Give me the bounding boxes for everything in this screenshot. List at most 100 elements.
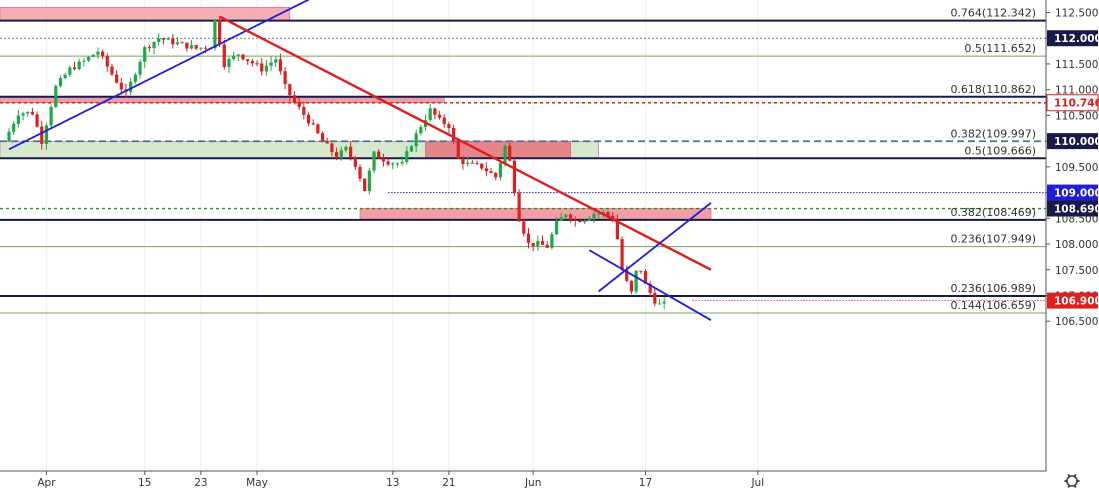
candle-body-95 <box>452 128 456 141</box>
price-tag-box-5 <box>1047 292 1098 309</box>
y-tick-label-4: 110.500 <box>1055 110 1098 122</box>
candle-body-119 <box>564 214 568 218</box>
candle-body-133 <box>629 280 634 292</box>
x-tick-label-3: May <box>246 477 268 489</box>
candle-body-53 <box>255 63 259 65</box>
candle-body-66 <box>316 124 320 134</box>
price-tag-2: 110.000 <box>1047 133 1099 150</box>
candle-body-116 <box>550 234 554 248</box>
y-tick-label-12: 106.500 <box>1055 316 1098 328</box>
candle-body-26 <box>129 81 133 92</box>
candle-body-63 <box>302 106 306 115</box>
price-tag-1: 110.746 <box>1046 94 1099 112</box>
candle-body-49 <box>236 54 240 56</box>
candle-body-8 <box>44 125 49 144</box>
candle-body-134 <box>634 270 638 292</box>
candle-body-19 <box>96 51 100 55</box>
candle-body-128 <box>606 212 610 216</box>
candle-body-136 <box>643 271 648 284</box>
fib-label-7: 0.236(106.989) <box>950 282 1036 295</box>
settings-gear-icon <box>1064 474 1080 488</box>
candle-body-96 <box>456 140 460 159</box>
candle-body-114 <box>540 240 545 245</box>
price-tag-0: 112.000 <box>1047 30 1099 47</box>
candle-body-32 <box>157 38 161 43</box>
candle-body-100 <box>475 162 479 164</box>
candle-body-84 <box>400 161 404 164</box>
candle-body-83 <box>395 163 400 165</box>
y-tick-label-9: 108.000 <box>1055 239 1098 251</box>
candle-body-9 <box>49 107 53 126</box>
fib-label-2: 0.618(110.862) <box>950 83 1036 96</box>
candle-body-41 <box>199 47 203 49</box>
candle-body-24 <box>119 82 123 90</box>
trend-layer <box>8 0 712 321</box>
candle-body-59 <box>283 71 287 85</box>
candle-body-111 <box>526 233 531 243</box>
price-tag-box-4 <box>1047 200 1098 217</box>
candle-body-57 <box>274 59 278 63</box>
fib-label-layer: 0.764(112.342) 0.5(111.652) 0.618(110.862)… <box>950 7 1036 312</box>
candle-body-78 <box>372 151 376 171</box>
candle-body-52 <box>250 61 254 64</box>
candle-body-39 <box>189 45 194 49</box>
candle-body-13 <box>68 67 72 75</box>
zone-box-4 <box>359 208 712 221</box>
candle-body-51 <box>246 59 250 62</box>
fib-label-5: 0.382(108.469) <box>950 206 1036 219</box>
candle-body-93 <box>442 117 446 125</box>
x-tick-label-8: Jul <box>750 477 764 489</box>
candle-body-103 <box>489 171 493 174</box>
candle-body-10 <box>54 86 58 108</box>
candle-body-48 <box>232 55 236 60</box>
gear-tooth-5 <box>1073 474 1077 478</box>
candle-body-122 <box>578 220 582 223</box>
candle-body-42 <box>203 47 208 49</box>
candle-body-65 <box>311 123 315 125</box>
candle-body-132 <box>625 269 629 281</box>
price-tag-box-2 <box>1047 133 1098 150</box>
candle-body-5 <box>30 111 34 115</box>
price-tag-label-5: 106.900 <box>1054 296 1099 308</box>
candle-body-99 <box>470 162 474 164</box>
candle-body-118 <box>559 217 563 221</box>
candle-body-85 <box>405 151 409 162</box>
candle-body-15 <box>77 61 81 70</box>
candle-body-90 <box>428 108 432 121</box>
candle-body-121 <box>573 219 577 221</box>
candle-body-140 <box>662 301 666 304</box>
candle-body-124 <box>587 218 591 221</box>
candle-body-115 <box>545 244 549 248</box>
candle-body-108 <box>512 160 517 194</box>
candle-body-123 <box>583 220 587 223</box>
candle-body-30 <box>147 47 151 49</box>
price-tag-box-3 <box>1047 184 1098 201</box>
level-layer <box>0 19 1046 314</box>
candle-body-135 <box>639 270 643 272</box>
candle-body-107 <box>508 145 512 161</box>
candle-body-12 <box>63 74 67 79</box>
candle-body-28 <box>138 61 142 75</box>
candle-body-98 <box>466 162 470 164</box>
candle-body-131 <box>620 239 624 270</box>
candle-body-33 <box>161 38 166 40</box>
candle-body-16 <box>82 60 86 62</box>
candle-body-27 <box>133 74 137 82</box>
candle-body-69 <box>330 143 334 153</box>
candle-body-88 <box>419 127 423 134</box>
candle-body-113 <box>536 240 540 247</box>
candle-body-38 <box>185 42 189 49</box>
candle-body-14 <box>72 67 77 70</box>
fib-label-6: 0.236(107.949) <box>950 233 1036 246</box>
candle-body-34 <box>166 38 170 40</box>
candle-body-94 <box>447 124 451 129</box>
candle-body-20 <box>101 51 105 56</box>
y-tick-label-10: 107.500 <box>1055 265 1098 277</box>
price-tag-box-0 <box>1047 30 1098 47</box>
candle-body-86 <box>409 146 414 152</box>
x-tick-label-5: 21 <box>442 477 455 489</box>
grid-layer <box>45 0 759 471</box>
candle-body-46 <box>222 44 226 67</box>
candle-body-110 <box>522 221 526 234</box>
gear-ring <box>1066 475 1078 487</box>
